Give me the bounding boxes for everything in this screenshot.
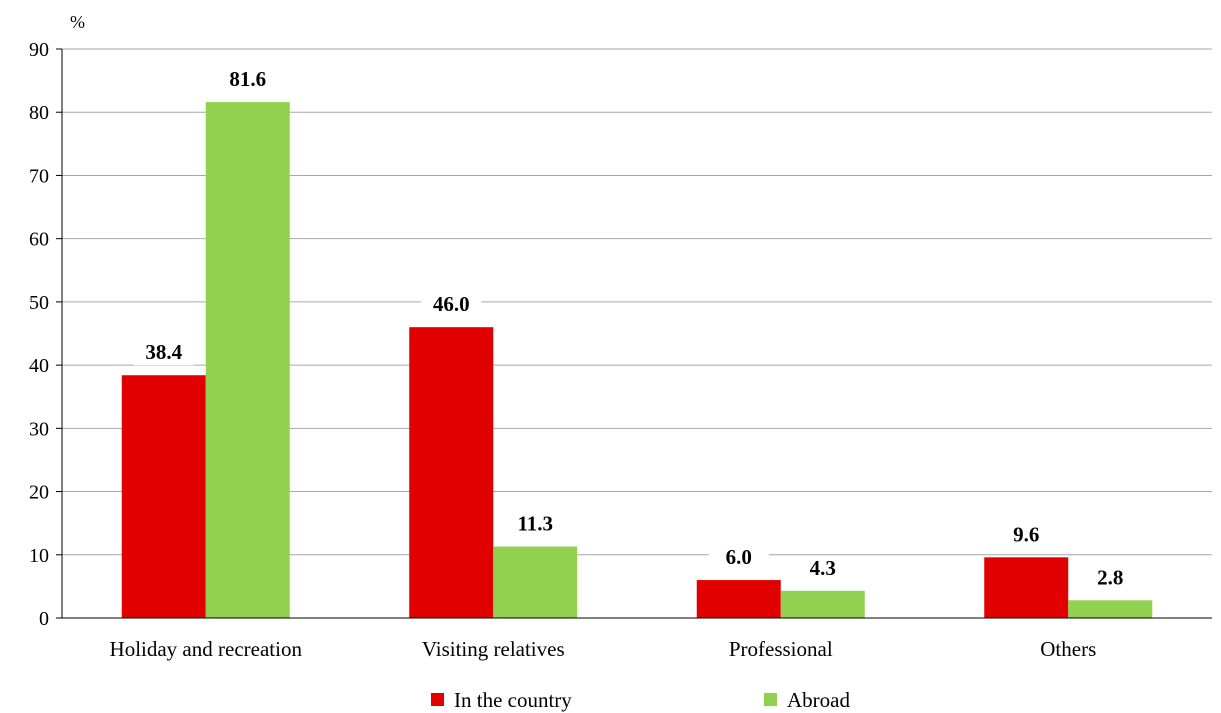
data-label-bg (217, 68, 278, 93)
y-tick-label: 20 (29, 482, 49, 504)
bars (121, 102, 1153, 618)
y-axis: 0 10 20 30 40 50 60 70 80 90 (29, 39, 63, 630)
data-label-bg (792, 556, 853, 581)
data-label: 38.4 (145, 340, 182, 364)
data-label: 4.3 (810, 556, 836, 580)
data-label-bg (1080, 566, 1141, 591)
x-tick-label: Others (1040, 637, 1096, 661)
x-tick-label: Holiday and recreation (110, 637, 303, 661)
y-tick-label: 50 (29, 292, 49, 314)
data-label: 6.0 (726, 545, 752, 569)
data-label-bg (421, 293, 482, 318)
y-tick-label: 30 (29, 418, 49, 440)
data-labels: 38.4 81.6 46.0 11.3 6.0 4.3 9.6 2.8 (133, 67, 1141, 591)
bar (1068, 600, 1153, 618)
legend-swatch (431, 693, 444, 706)
x-tick-label: Professional (729, 637, 833, 661)
data-label: 81.6 (229, 67, 266, 91)
data-label-bg (505, 512, 566, 537)
data-label: 46.0 (433, 292, 470, 316)
bar (780, 590, 865, 618)
y-unit-label: % (70, 12, 85, 32)
y-tick-label: 40 (29, 355, 49, 377)
y-tick-label: 0 (39, 608, 49, 630)
x-tick-label: Visiting relatives (422, 637, 565, 661)
bar (493, 546, 578, 618)
bar (121, 375, 206, 618)
y-tick-label: 80 (29, 102, 49, 124)
legend-label: In the country (454, 688, 572, 712)
bar (409, 327, 494, 618)
data-label: 2.8 (1097, 565, 1123, 589)
data-label-bg (708, 546, 769, 571)
bar (984, 557, 1069, 618)
bar (696, 580, 781, 618)
bar (205, 102, 290, 618)
legend-swatch (764, 693, 777, 706)
data-label: 11.3 (517, 512, 553, 536)
data-label-bg (133, 341, 194, 366)
y-tick-label: 10 (29, 545, 49, 567)
data-label-bg (996, 523, 1057, 548)
y-tick-label: 60 (29, 229, 49, 251)
y-tick-label: 70 (29, 165, 49, 187)
x-axis: Holiday and recreation Visiting relatives… (62, 617, 1212, 661)
data-label: 9.6 (1013, 522, 1039, 546)
y-tick-label: 90 (29, 39, 49, 61)
legend-label: Abroad (787, 688, 850, 712)
legend: In the country Abroad (431, 688, 850, 712)
